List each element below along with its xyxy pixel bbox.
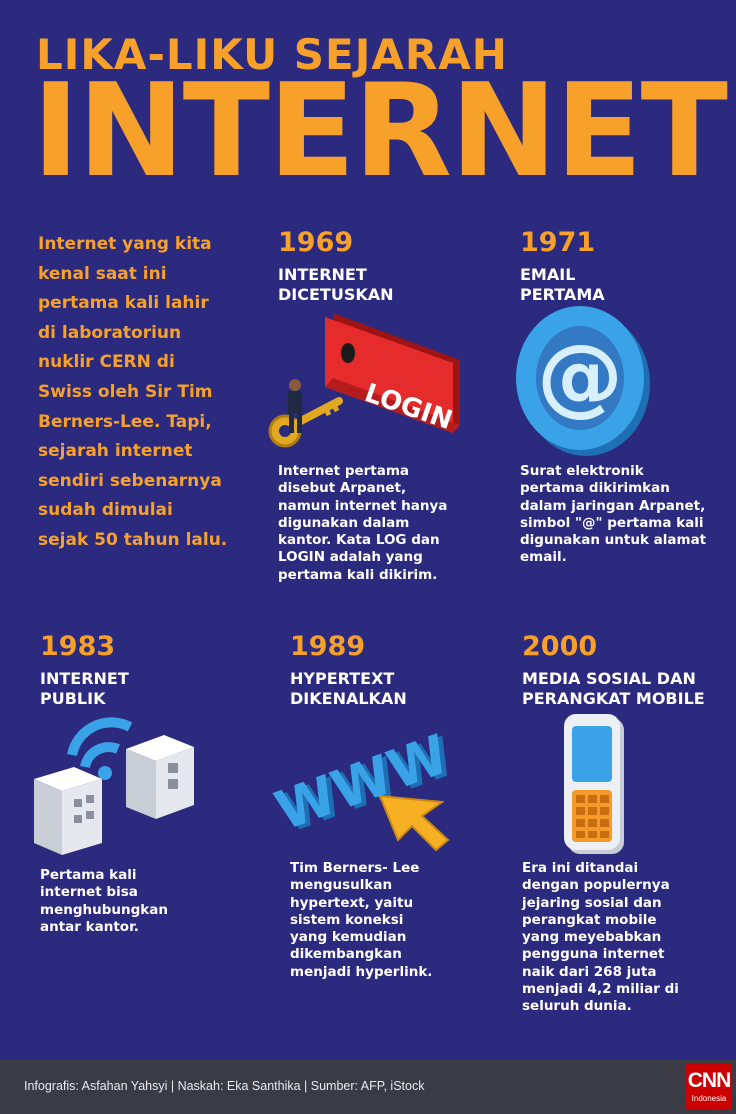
www-cursor-icon: WWW WWW — [267, 712, 462, 852]
event-heading-1989: HYPERTEXT DIKENALKAN — [290, 669, 407, 708]
event-year-1989: 1989 — [290, 631, 366, 662]
footer-credit: Infografis: Asfahan Yahsyi | Naskah: Eka… — [24, 1079, 425, 1093]
event-heading-2000: MEDIA SOSIAL DAN PERANGKAT MOBILE — [522, 669, 705, 708]
event-description-1989: Tim Berners- Lee mengusulkan hypertext, … — [290, 860, 433, 980]
key-login-icon: LOGIN — [255, 305, 470, 455]
intro-text: Internet yang kita kenal saat ini pertam… — [38, 234, 228, 550]
event-heading-1969: INTERNET DICETUSKAN — [278, 265, 394, 304]
event-year-1971: 1971 — [520, 227, 596, 258]
subtitle: LIKA-LIKU SEJARAH — [36, 30, 508, 79]
office-buildings-wifi-icon — [30, 715, 200, 855]
event-year-1969: 1969 — [278, 227, 354, 258]
event-heading-1971: EMAIL PERTAMA — [520, 265, 605, 304]
event-description-1983: Pertama kali internet bisa menghubungkan… — [40, 867, 168, 935]
at-sign-text: @ — [537, 326, 623, 426]
event-heading-1983: INTERNET PUBLIK — [40, 669, 129, 708]
mobile-phone-icon — [560, 712, 630, 857]
footer-bar — [0, 1060, 736, 1114]
event-description-1969: Internet pertama disebut Arpanet, namun … — [278, 463, 448, 583]
event-description-2000: Era ini ditandai dengan populernya jejar… — [522, 860, 679, 1015]
event-description-1971: Surat elektronik pertama dikirimkan dala… — [520, 463, 707, 566]
at-sign-icon: @ — [512, 300, 662, 460]
page-title: INTERNET — [32, 57, 728, 206]
cnn-logo: CNN Indonesia — [686, 1064, 732, 1110]
event-year-2000: 2000 — [522, 631, 598, 662]
event-year-1983: 1983 — [40, 631, 116, 662]
